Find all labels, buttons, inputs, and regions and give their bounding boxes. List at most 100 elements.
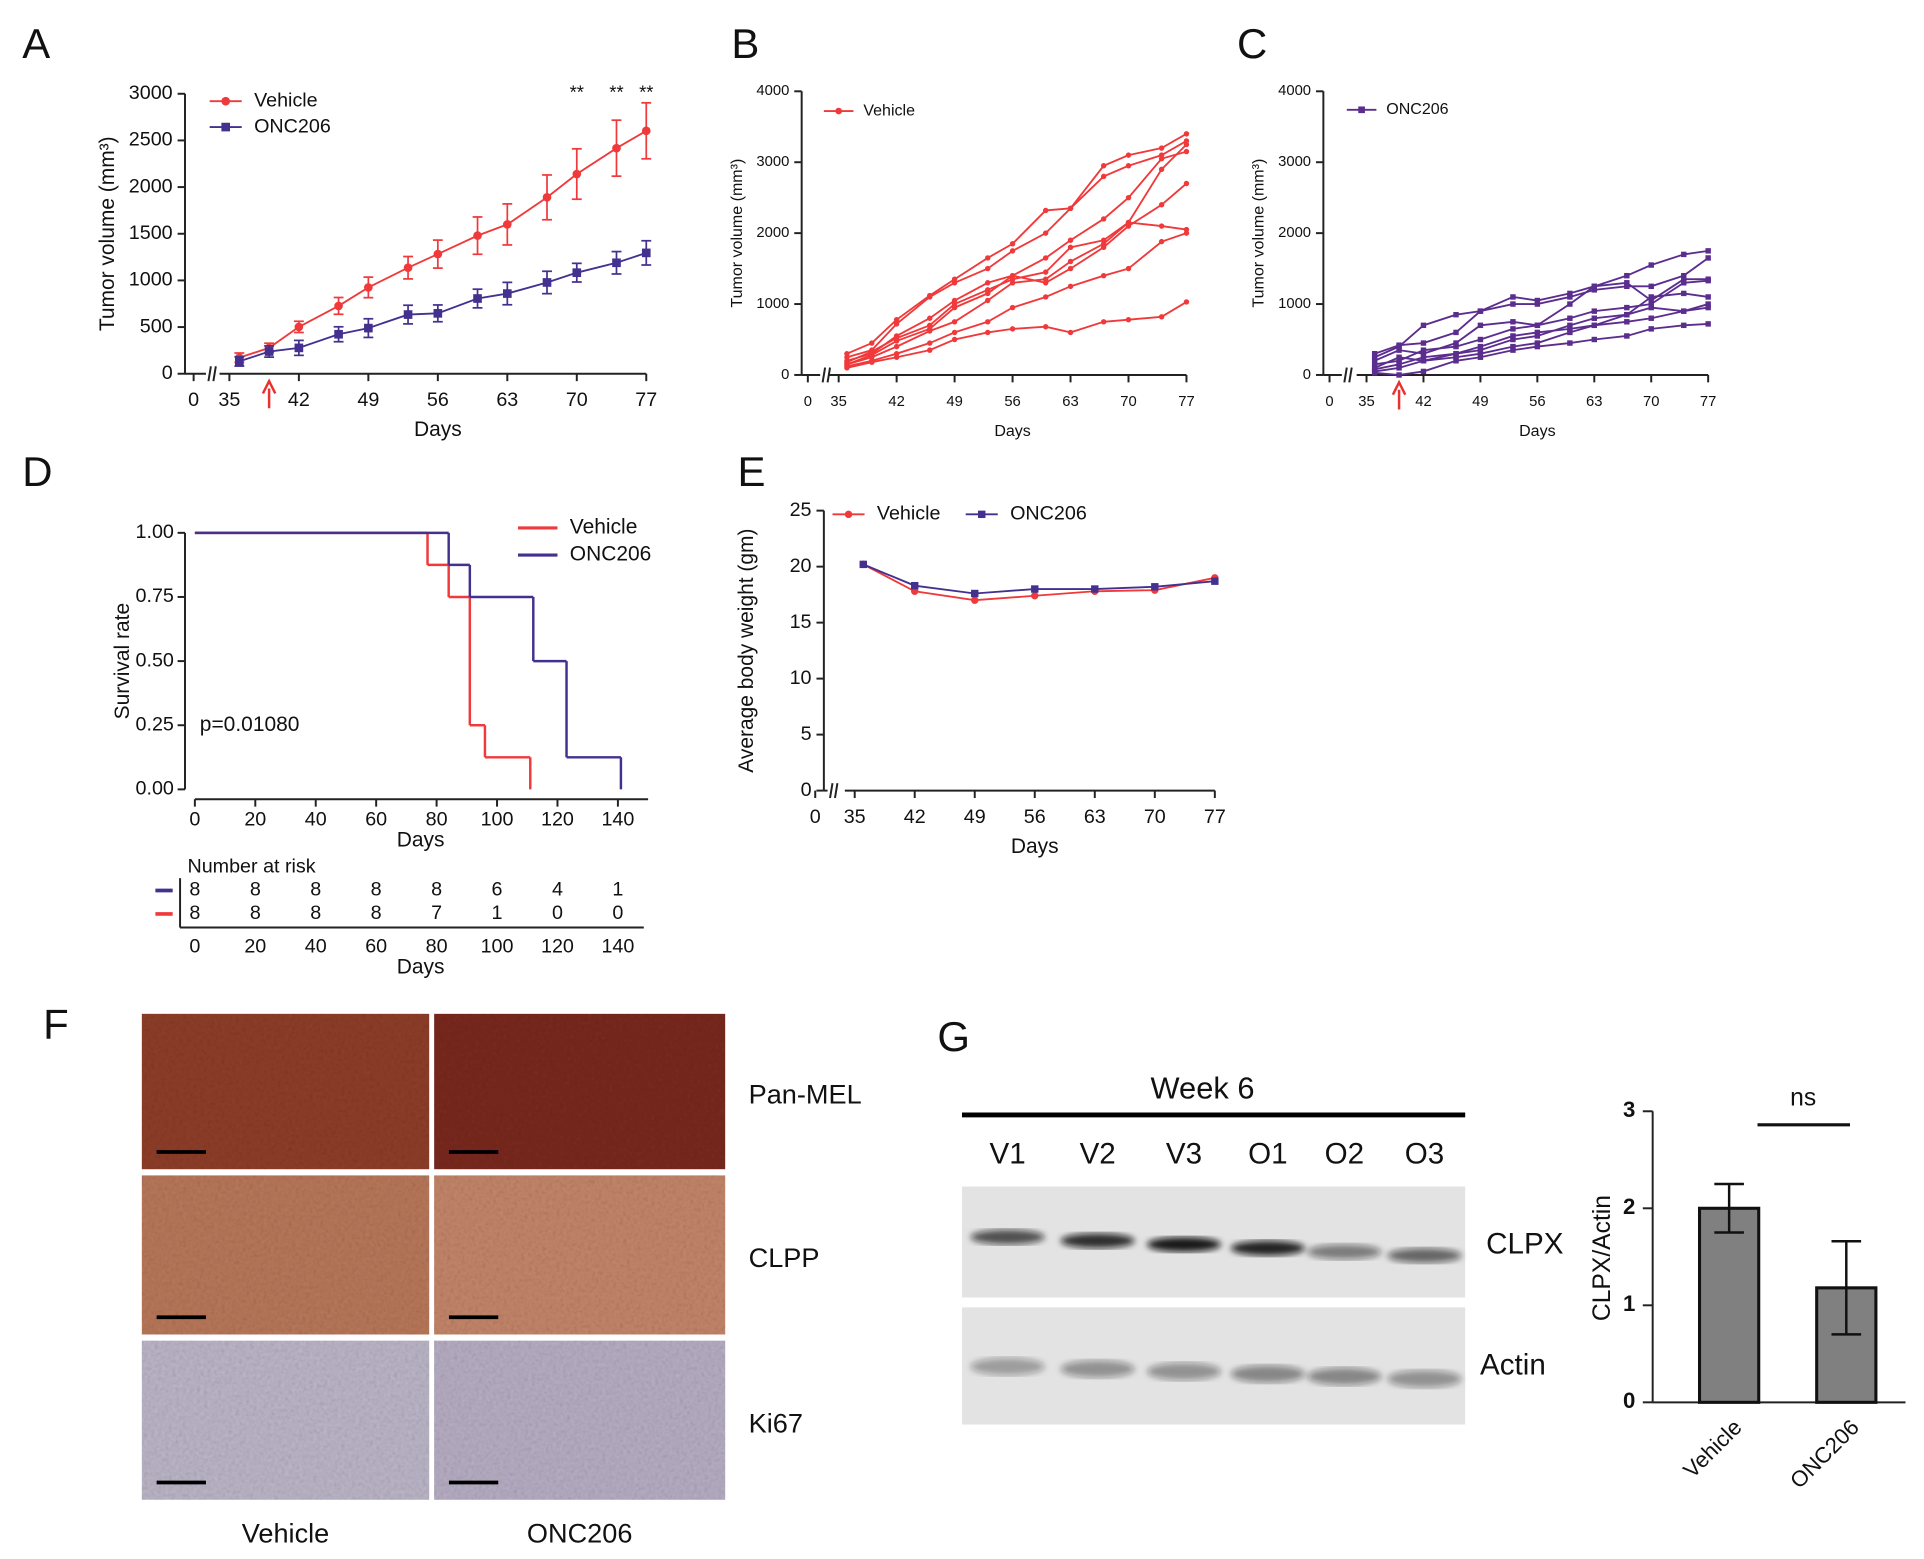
legend-label: Vehicle bbox=[877, 503, 941, 525]
marker bbox=[1009, 304, 1016, 311]
significance: ** bbox=[570, 82, 584, 103]
marker bbox=[1125, 219, 1132, 226]
risk-count: 0 bbox=[552, 902, 563, 924]
marker bbox=[893, 316, 900, 323]
marker bbox=[1534, 297, 1541, 304]
marker bbox=[1681, 276, 1687, 282]
marker bbox=[1100, 163, 1107, 169]
marker bbox=[1477, 336, 1484, 343]
risk-x-label: 100 bbox=[481, 935, 514, 957]
marker bbox=[1624, 280, 1630, 286]
marker bbox=[1591, 336, 1598, 343]
blot-band bbox=[1230, 1240, 1305, 1256]
marker bbox=[893, 338, 900, 344]
marker bbox=[641, 248, 651, 258]
marker bbox=[403, 263, 413, 273]
legend-label: ONC206 bbox=[570, 543, 652, 566]
marker bbox=[1031, 585, 1039, 593]
risk-count: 8 bbox=[371, 879, 382, 901]
marker bbox=[911, 581, 919, 590]
ihc-image bbox=[434, 1340, 726, 1500]
marker bbox=[1510, 294, 1516, 300]
y-tick-label: 0.00 bbox=[136, 778, 174, 800]
y-tick-label: 3000 bbox=[129, 82, 173, 104]
treatment-arrow bbox=[1391, 379, 1407, 410]
y-axis-title: CLPX/Actin bbox=[1589, 1195, 1616, 1321]
legend-label: Vehicle bbox=[570, 515, 638, 538]
marker bbox=[893, 343, 900, 350]
marker bbox=[1624, 319, 1630, 325]
x-tick-label: 0 bbox=[810, 806, 821, 828]
marker bbox=[1158, 314, 1165, 320]
marker bbox=[1042, 230, 1049, 236]
ihc-row-label: CLPP bbox=[749, 1242, 820, 1273]
x-tick-label: 63 bbox=[496, 389, 518, 411]
y-tick-label: 1500 bbox=[129, 222, 173, 244]
marker bbox=[1371, 350, 1378, 357]
marker bbox=[1648, 326, 1654, 332]
marker bbox=[403, 310, 413, 319]
marker bbox=[294, 322, 304, 332]
x-tick-label: 77 bbox=[1700, 394, 1716, 410]
y-tick-label: 0.75 bbox=[136, 585, 174, 607]
lane-label: V3 bbox=[1166, 1137, 1202, 1170]
blot-band bbox=[970, 1229, 1045, 1245]
marker bbox=[1648, 294, 1654, 300]
y-tick-label: 3000 bbox=[756, 154, 789, 170]
y-tick-label: 2000 bbox=[1278, 225, 1311, 241]
marker bbox=[1648, 297, 1654, 304]
risk-x-label: 120 bbox=[541, 935, 574, 957]
legend-label: Vehicle bbox=[254, 89, 318, 111]
marker bbox=[985, 255, 991, 261]
panel-label: E bbox=[738, 448, 766, 495]
significance: ns bbox=[1790, 1084, 1816, 1111]
marker bbox=[1009, 248, 1016, 254]
significance: ** bbox=[639, 82, 653, 103]
panel-label: A bbox=[22, 20, 50, 67]
marker bbox=[1510, 347, 1516, 353]
marker bbox=[1477, 322, 1484, 329]
marker bbox=[1420, 350, 1427, 357]
marker bbox=[951, 329, 958, 336]
marker bbox=[1567, 329, 1573, 336]
risk-x-title: Days bbox=[397, 956, 445, 979]
axis-break bbox=[1348, 367, 1353, 383]
series-line bbox=[846, 143, 1188, 364]
risk-x-label: 0 bbox=[189, 935, 200, 957]
marker bbox=[1100, 272, 1107, 279]
ihc-column-label: ONC206 bbox=[527, 1518, 633, 1549]
risk-count: 8 bbox=[310, 879, 321, 901]
y-axis-title: Tumor volume (mm³) bbox=[728, 159, 746, 308]
marker bbox=[1125, 316, 1132, 323]
risk-title: Number at risk bbox=[187, 855, 315, 877]
x-tick-label: 77 bbox=[1178, 394, 1194, 410]
marker bbox=[1453, 329, 1459, 336]
marker bbox=[844, 365, 850, 371]
ihc-row-label: Pan-MEL bbox=[749, 1079, 862, 1110]
marker bbox=[542, 278, 552, 287]
x-tick-label: 80 bbox=[426, 808, 448, 830]
marker bbox=[1453, 311, 1459, 318]
marker bbox=[1183, 180, 1190, 187]
y-tick-label: 1 bbox=[1623, 1291, 1635, 1316]
y-tick-label: 3 bbox=[1623, 1097, 1635, 1122]
marker bbox=[1067, 258, 1074, 265]
marker bbox=[1510, 333, 1516, 339]
ihc-image bbox=[141, 1013, 430, 1170]
marker bbox=[985, 319, 991, 325]
marker bbox=[1125, 152, 1132, 158]
lane-label: O1 bbox=[1248, 1137, 1287, 1170]
marker bbox=[951, 304, 958, 311]
marker bbox=[1705, 294, 1711, 300]
y-tick-label: 4000 bbox=[756, 83, 789, 99]
marker bbox=[1067, 329, 1074, 336]
marker bbox=[971, 589, 979, 598]
marker bbox=[1648, 262, 1654, 268]
y-tick-label: 5 bbox=[801, 723, 812, 745]
marker bbox=[985, 329, 991, 336]
x-tick-label: 0 bbox=[1325, 394, 1333, 410]
y-tick-label: 15 bbox=[790, 611, 812, 633]
risk-count: 1 bbox=[612, 879, 623, 901]
marker bbox=[859, 560, 867, 569]
